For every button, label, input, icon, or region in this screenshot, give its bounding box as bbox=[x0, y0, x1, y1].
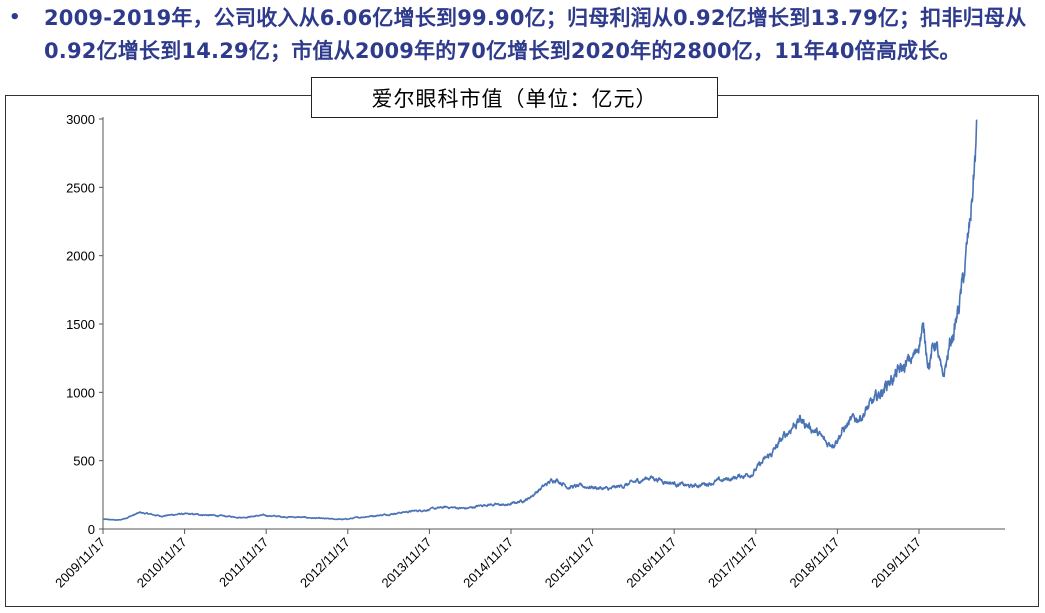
x-tick-label: 2019/11/17 bbox=[868, 535, 924, 591]
x-tick-label: 2014/11/17 bbox=[460, 535, 516, 591]
y-tick-label: 500 bbox=[73, 454, 95, 469]
x-tick-label: 2012/11/17 bbox=[297, 535, 353, 591]
y-tick-label: 1500 bbox=[66, 317, 95, 332]
x-tick-label: 2011/11/17 bbox=[216, 535, 271, 590]
market-cap-series-line bbox=[102, 119, 978, 521]
x-tick-label: 2009/11/17 bbox=[52, 535, 108, 591]
chart-title: 爱尔眼科市值（单位：亿元） bbox=[311, 77, 718, 118]
x-tick-label: 2010/11/17 bbox=[134, 535, 190, 591]
x-tick-label: 2015/11/17 bbox=[542, 535, 598, 591]
x-tick-label: 2017/11/17 bbox=[705, 535, 761, 591]
y-tick-label: 2000 bbox=[66, 249, 95, 264]
y-tick-label: 0 bbox=[88, 522, 95, 537]
y-tick-label: 1000 bbox=[66, 385, 95, 400]
x-tick-label: 2016/11/17 bbox=[623, 535, 679, 591]
summary-bullet: • 2009-2019年，公司收入从6.06亿增长到99.90亿；归母利润从0.… bbox=[0, 0, 1045, 100]
x-tick-label: 2018/11/17 bbox=[787, 535, 843, 591]
summary-text: 2009-2019年，公司收入从6.06亿增长到99.90亿；归母利润从0.92… bbox=[44, 6, 1027, 63]
bullet-symbol: • bbox=[9, 7, 21, 28]
x-tick-label: 2013/11/17 bbox=[379, 535, 435, 591]
y-tick-label: 3000 bbox=[66, 112, 95, 127]
y-tick-label: 2500 bbox=[66, 180, 95, 195]
